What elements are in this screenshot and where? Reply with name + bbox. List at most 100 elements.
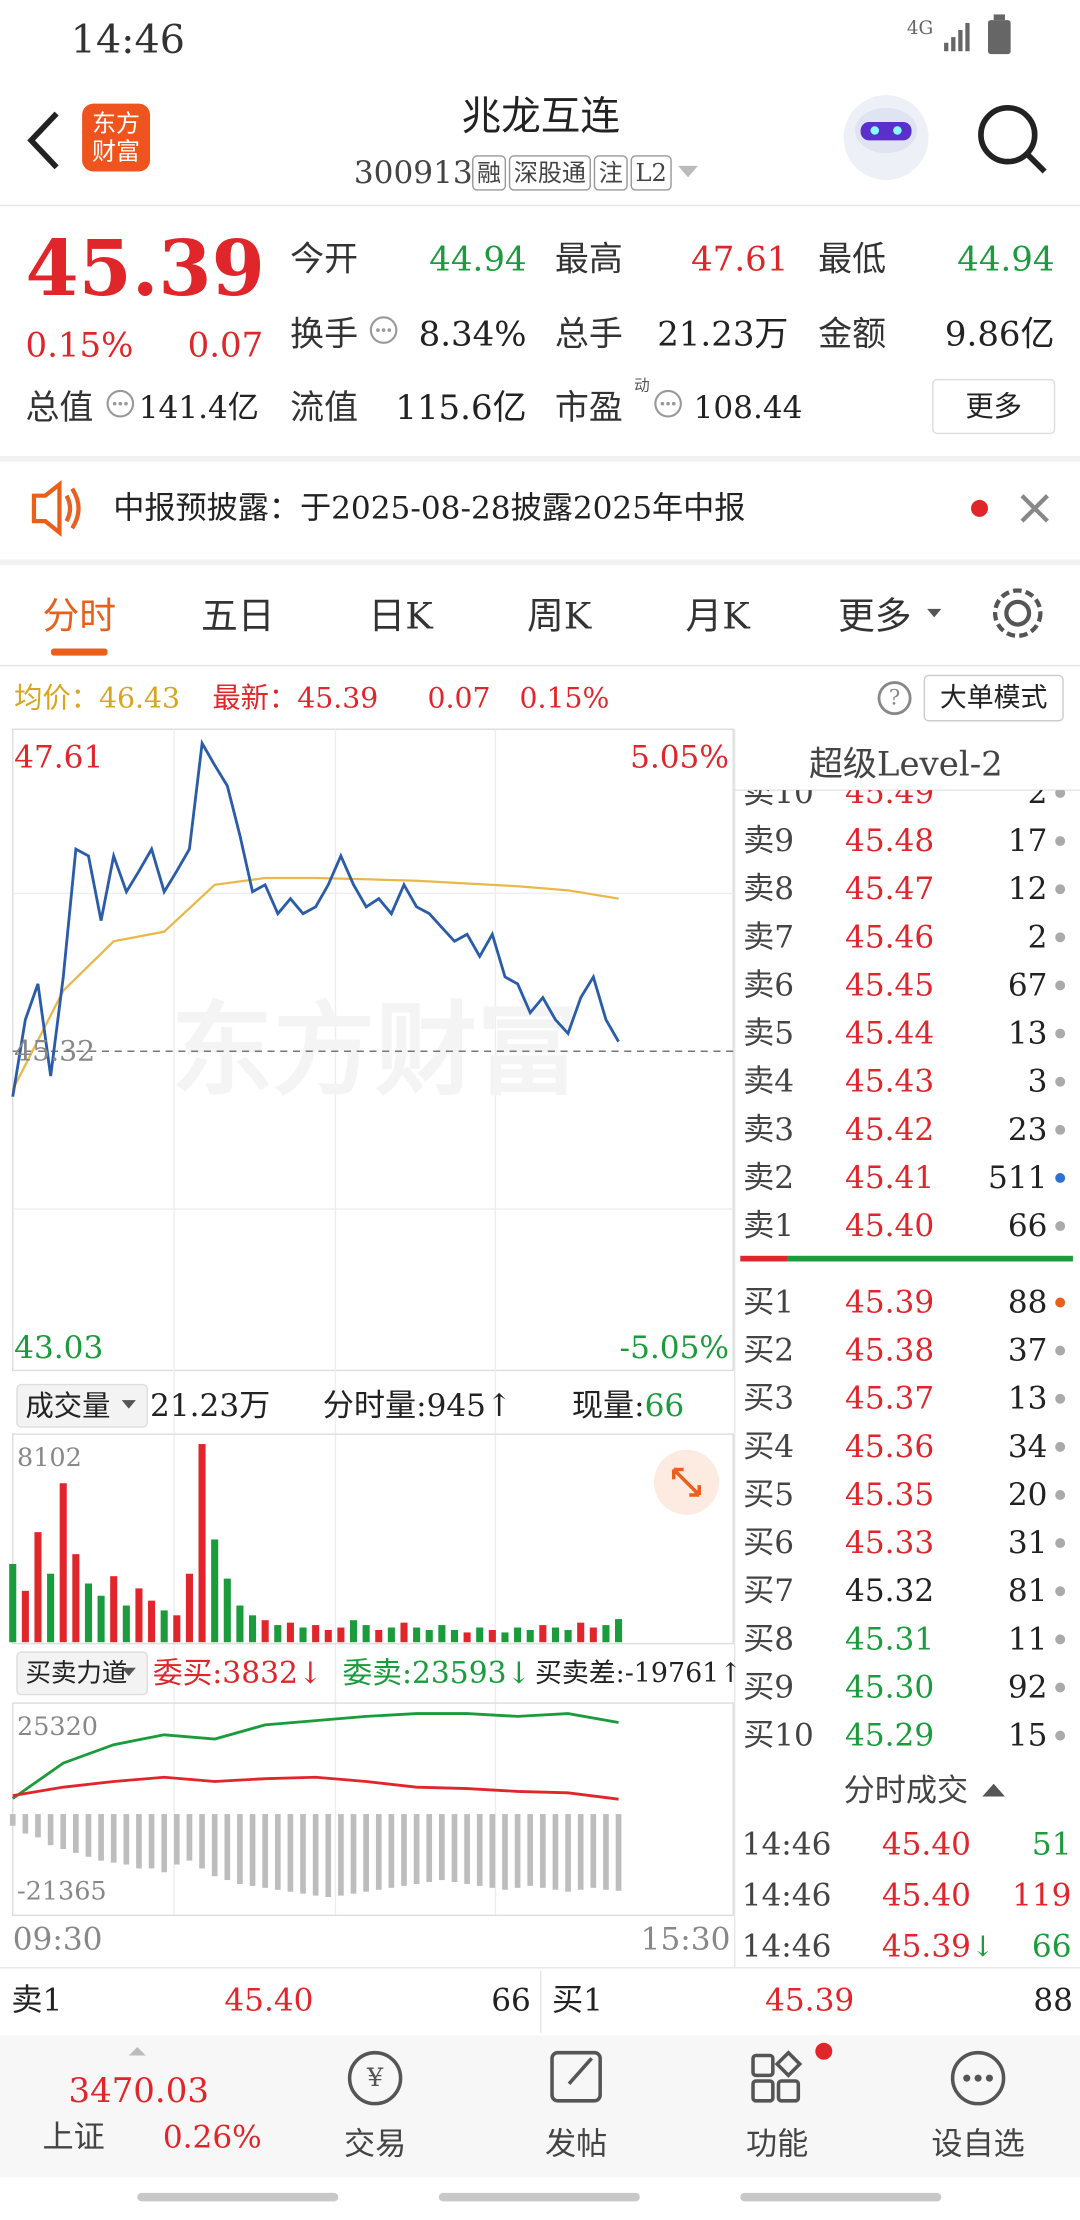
notice-text[interactable]: 中报预披露：于2025-08-28披露2025年中报 (113, 490, 745, 526)
diff-bar (514, 1814, 521, 1888)
volume-bar (450, 1629, 459, 1643)
mode-button[interactable] (923, 674, 1064, 722)
info-icon[interactable] (369, 316, 398, 344)
trade-arrow: ↓ (971, 1930, 995, 1963)
trade-time: 14:46 (742, 1827, 832, 1863)
nav-item[interactable]: 设自选 (931, 2127, 1024, 2163)
back-button[interactable] (27, 111, 59, 170)
tab[interactable]: 更多 (838, 595, 912, 638)
search-button[interactable] (978, 105, 1047, 174)
dropdown-arrow (121, 1400, 136, 1409)
book-dot (1055, 1730, 1066, 1741)
book-price: 45.48 (845, 823, 934, 859)
tab[interactable]: 周K (527, 595, 593, 638)
volume-label[interactable]: 成交量 (25, 1389, 110, 1422)
volume-bar (47, 1573, 55, 1643)
diff-bar (565, 1814, 571, 1892)
diff-bar (489, 1814, 496, 1888)
badge (815, 2042, 833, 2060)
volume-bar (564, 1629, 572, 1643)
pct-max-label: 5.05% (630, 740, 729, 776)
book-volume: 37 (1008, 1333, 1048, 1369)
info-icon[interactable] (106, 389, 135, 418)
volume-selector[interactable] (16, 1383, 148, 1428)
tab[interactable]: 日K (368, 595, 434, 638)
book-dot (1055, 836, 1066, 847)
book-level: 买4 (743, 1429, 794, 1465)
close-button[interactable] (1020, 494, 1049, 523)
index-value[interactable]: 3470.03 (68, 2071, 208, 2111)
nav-bar (0, 2035, 1080, 2178)
trades-title[interactable]: 分时成交 (844, 1773, 969, 1809)
info-dot (381, 328, 386, 332)
diff-bar (161, 1814, 168, 1873)
force-max-label: 25320 (17, 1712, 98, 1742)
index-pct[interactable]: 0.26% (163, 2120, 262, 2156)
stat-label: 换手 (290, 314, 358, 354)
tag-box (508, 155, 591, 191)
tab[interactable]: 月K (685, 595, 751, 638)
nav-item[interactable]: 发帖 (545, 2127, 607, 2163)
minute-volume: 分时量:945↑ (323, 1388, 512, 1424)
book-volume: 3 (1028, 1064, 1048, 1100)
more-label[interactable]: 更多 (965, 390, 1022, 423)
book-dot (1055, 1221, 1066, 1232)
stat-label: 总值 (25, 388, 93, 428)
nav-item[interactable]: 功能 (746, 2127, 808, 2163)
volume-bar (160, 1610, 168, 1643)
nav-item[interactable]: 交易 (344, 2127, 406, 2163)
book-volume: 81 (1008, 1573, 1048, 1609)
logo[interactable] (82, 103, 151, 172)
network-label: 4G (907, 18, 933, 39)
index-name[interactable]: 上证 (42, 2120, 104, 2156)
y-min-label: 43.03 (14, 1330, 103, 1366)
help-button[interactable]: ? (877, 681, 912, 716)
price-line (11, 738, 620, 1097)
diff-bar (502, 1814, 508, 1890)
diff-bar (237, 1814, 243, 1884)
current-volume-label: 现量: (572, 1388, 645, 1424)
diff-bar (603, 1814, 609, 1890)
y-max-label: 47.61 (14, 740, 103, 776)
book-level: 买10 (743, 1718, 814, 1754)
settings-button[interactable] (992, 588, 1043, 638)
volume-bar (476, 1627, 484, 1643)
volume-bar (9, 1563, 17, 1643)
avg-line (11, 876, 619, 1091)
bid-line (12, 1775, 619, 1801)
book-level: 卖6 (743, 967, 794, 1003)
diff-bar (73, 1814, 79, 1853)
volume-bar (173, 1615, 181, 1643)
book-price: 45.41 (845, 1160, 934, 1196)
tab[interactable]: 分时 (42, 595, 116, 638)
last-price: 45.39 (25, 224, 264, 314)
volume-bar (602, 1625, 610, 1643)
more-button[interactable] (932, 378, 1056, 435)
force-label[interactable]: 买卖力道 (25, 1658, 127, 1688)
info-dot (112, 401, 117, 406)
stat-value: 115.6亿 (395, 388, 526, 428)
book-level: 买7 (743, 1573, 794, 1609)
info-icon[interactable] (654, 389, 682, 418)
mode-label[interactable]: 大单模式 (940, 683, 1048, 714)
book-level: 买2 (743, 1333, 794, 1369)
diff-bar (527, 1814, 534, 1886)
book-dot (1055, 980, 1066, 991)
diff-bar (35, 1814, 41, 1838)
expand-arrow (982, 1783, 1005, 1797)
dropdown-arrow[interactable] (678, 165, 698, 178)
order-book: 卖10 45.49 2 卖9 45.48 17 卖8 45.47 12 卖7 45.46 2 卖6 45.… (743, 790, 1066, 1244)
force-selector[interactable] (16, 1651, 148, 1696)
robot-avatar[interactable] (843, 95, 929, 181)
book-price: 45.47 (845, 871, 934, 907)
tab[interactable]: 五日 (201, 595, 275, 638)
stock-code: 300913 (354, 155, 473, 191)
expand-button[interactable] (653, 1449, 720, 1515)
book-volume: 20 (1008, 1477, 1048, 1513)
stock-name: 兆龙互连 (461, 93, 620, 139)
bid-price: 45.39 (765, 1982, 854, 2018)
volume-bar (387, 1627, 395, 1643)
volume-bar (122, 1605, 130, 1643)
change-pct: 0.15% (25, 326, 133, 366)
stat-value: 21.23万 (657, 314, 788, 354)
